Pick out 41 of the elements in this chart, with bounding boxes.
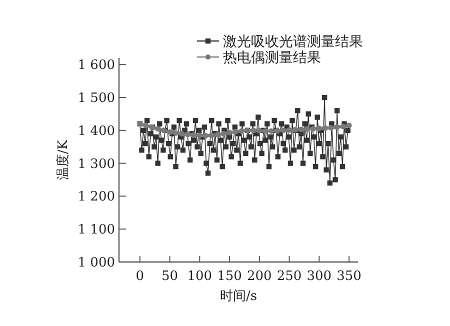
point (184, 132, 191, 138)
x-tick-label: 150 (217, 269, 242, 284)
y-tick-label: 1 100 (78, 222, 115, 238)
point (166, 129, 173, 135)
point (220, 130, 226, 136)
point (155, 126, 161, 132)
point (346, 122, 352, 128)
x-tick-label: 0 (136, 269, 144, 284)
y-tick-label: 1 600 (78, 58, 115, 74)
x-tick-label: 200 (247, 269, 272, 284)
x-tick-label: 250 (276, 269, 302, 284)
y-tick-label: 1 000 (78, 256, 115, 270)
point (250, 128, 256, 134)
y-tick-label: 1 200 (78, 190, 115, 205)
point (214, 132, 220, 138)
point (143, 122, 149, 128)
point (328, 124, 334, 131)
point (256, 128, 262, 134)
point (322, 125, 328, 131)
point (196, 132, 202, 138)
x-tick-label: 50 (162, 269, 178, 284)
x-tick-label: 300 (306, 269, 332, 284)
point (268, 128, 274, 134)
x-axis-title: 时间/s (220, 289, 258, 304)
point (334, 124, 340, 130)
legend-label: 激光吸收光谱测量结果 (223, 34, 363, 50)
point (280, 128, 286, 134)
point (340, 124, 346, 130)
legend-label: 热电偶测量结果 (223, 50, 321, 66)
y-tick-label: 1 500 (78, 90, 115, 106)
y-tick-label: 1 300 (78, 156, 115, 172)
y-axis-title: 温度/K (55, 140, 71, 180)
point (226, 130, 232, 136)
y-tick-label: 1 400 (78, 124, 115, 139)
x-tick-label: 350 (336, 269, 362, 284)
point (238, 128, 244, 134)
point (208, 132, 214, 138)
x-tick-label: 100 (187, 269, 212, 284)
point (232, 128, 238, 135)
point (178, 130, 185, 136)
point (202, 132, 208, 138)
